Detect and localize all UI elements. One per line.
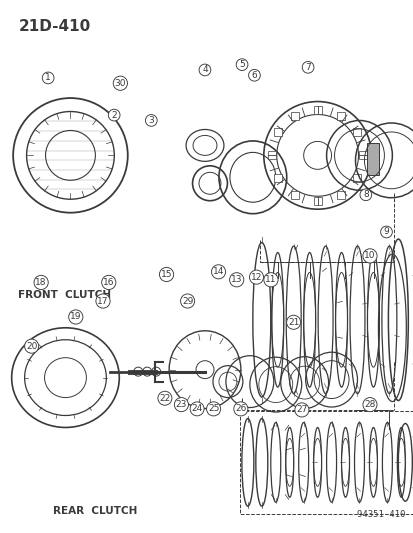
Text: 21D-410: 21D-410 (19, 19, 91, 34)
Text: 13: 13 (230, 275, 242, 284)
Text: 2: 2 (111, 111, 117, 119)
Text: 1: 1 (45, 74, 51, 83)
Text: 94351 410: 94351 410 (356, 510, 404, 519)
Text: 9: 9 (383, 228, 388, 237)
Bar (352, 174, 361, 182)
Text: 25: 25 (207, 405, 219, 414)
Text: 14: 14 (212, 268, 224, 276)
Bar (352, 128, 361, 136)
Bar (273, 174, 281, 182)
Bar (336, 191, 344, 199)
Bar (336, 112, 344, 119)
Bar (313, 106, 321, 114)
Bar (367, 143, 378, 175)
Bar (290, 112, 298, 119)
Bar (267, 151, 275, 159)
Text: 22: 22 (159, 394, 170, 403)
Text: 15: 15 (160, 270, 172, 279)
Bar (290, 191, 298, 199)
Text: 21: 21 (287, 318, 299, 327)
Bar (239, 410, 413, 514)
Text: 18: 18 (35, 278, 47, 287)
Text: 20: 20 (26, 342, 37, 351)
Text: 28: 28 (363, 400, 375, 409)
Text: 8: 8 (362, 190, 368, 199)
Text: 30: 30 (114, 79, 126, 88)
Text: 17: 17 (97, 296, 109, 305)
Text: 27: 27 (295, 406, 307, 415)
Bar (313, 197, 321, 205)
Text: 23: 23 (175, 400, 187, 409)
Text: 5: 5 (239, 60, 244, 69)
Text: 6: 6 (251, 71, 257, 80)
Text: 7: 7 (304, 63, 310, 72)
Text: 29: 29 (181, 296, 193, 305)
Text: REAR  CLUTCH: REAR CLUTCH (52, 506, 137, 516)
Bar (273, 128, 281, 136)
Text: 11: 11 (265, 275, 276, 284)
Text: 16: 16 (103, 278, 114, 287)
Text: 10: 10 (363, 252, 375, 261)
Bar (358, 151, 367, 159)
Text: 26: 26 (235, 405, 246, 414)
Text: FRONT  CLUTCH: FRONT CLUTCH (18, 290, 111, 300)
Text: 12: 12 (250, 272, 261, 281)
Text: 3: 3 (148, 116, 154, 125)
Text: 19: 19 (70, 312, 81, 321)
Text: 24: 24 (191, 405, 202, 414)
Text: 4: 4 (202, 66, 207, 75)
